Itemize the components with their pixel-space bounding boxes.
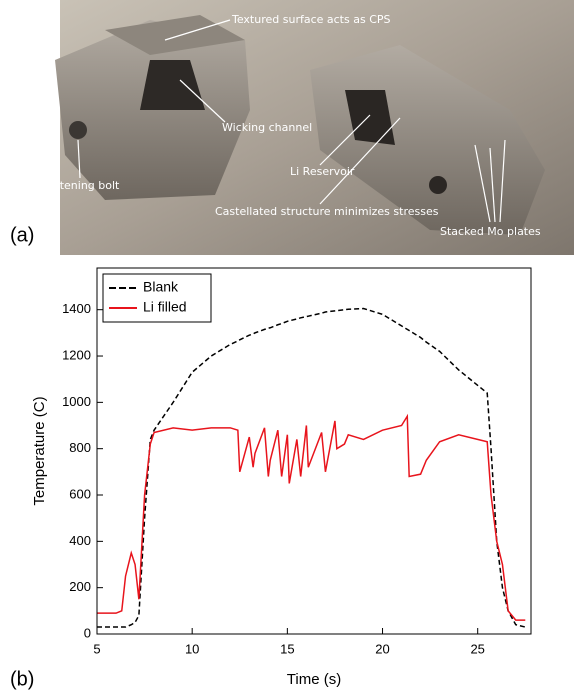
- x-tick-label: 15: [280, 641, 294, 656]
- x-tick-label: 10: [185, 641, 199, 656]
- arrow: [489, 147, 496, 223]
- arrow: [474, 144, 491, 223]
- legend-label: Li filled: [143, 299, 187, 315]
- x-tick-label: 5: [93, 641, 100, 656]
- x-axis-title: Time (s): [287, 671, 341, 688]
- annotation: Textured surface acts as CPS: [231, 13, 391, 26]
- y-tick-label: 0: [84, 625, 91, 640]
- series-line: [97, 413, 526, 621]
- annotation: Steel fastening bolt: [12, 179, 120, 192]
- plot-frame: [96, 267, 532, 635]
- annotation: Stacked Mo plates: [440, 225, 541, 238]
- legend-label: Blank: [143, 279, 179, 295]
- x-tick-label: 20: [375, 641, 389, 656]
- arrow: [77, 139, 81, 179]
- legend-box: [102, 273, 212, 323]
- y-tick-label: 1000: [62, 394, 91, 409]
- textured-top: [105, 15, 245, 55]
- annotation: Li Reservoir: [290, 165, 355, 178]
- y-tick-label: 200: [69, 579, 91, 594]
- margin: [0, 0, 60, 255]
- annotation: Castellated structure minimizes stresses: [215, 205, 439, 218]
- arrow: [179, 79, 226, 123]
- channel: [140, 60, 205, 110]
- y-tick-label: 800: [69, 440, 91, 455]
- annotation: Wicking channel: [222, 121, 312, 134]
- arrow: [319, 117, 401, 205]
- arrow: [164, 19, 231, 41]
- arrow: [499, 139, 506, 223]
- panel-label: (b): [10, 668, 34, 690]
- x-tick-label: 25: [470, 641, 484, 656]
- y-tick-label: 1200: [62, 347, 91, 362]
- y-tick-label: 1400: [62, 301, 91, 316]
- hole: [429, 176, 447, 194]
- reservoir: [345, 90, 395, 145]
- y-axis-title: Temperature (C): [31, 396, 48, 505]
- panel-label: (a): [10, 224, 34, 246]
- y-tick-label: 400: [69, 533, 91, 548]
- arrow: [319, 114, 371, 166]
- series-line: [97, 307, 526, 628]
- photo: Textured surface acts as CPS Wicking cha…: [0, 0, 574, 255]
- y-tick-label: 600: [69, 486, 91, 501]
- bolt: [69, 121, 87, 139]
